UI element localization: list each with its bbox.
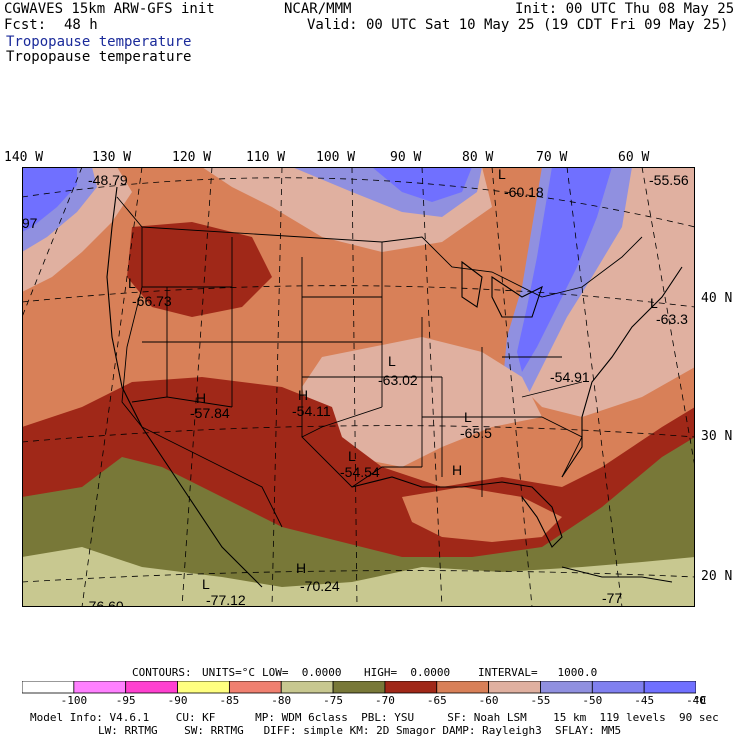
model-info-line-1: Model Info: V4.6.1 CU: KF MP: WDM 6class…	[30, 711, 719, 724]
lon-label-70w: 70 W	[536, 150, 568, 165]
color-scale-tick-label: -100	[60, 694, 88, 707]
field-title-colorfill: Tropopause temperature	[6, 34, 192, 50]
annotation-a22: H	[296, 560, 306, 576]
annotation-a8: L	[650, 295, 658, 311]
color-swatch	[22, 681, 75, 694]
annotation-a6: L	[128, 275, 136, 291]
contours-high: HIGH= 0.0000	[364, 666, 451, 679]
annotation-a2: L	[498, 167, 506, 182]
annotation-a23: -70.24	[300, 578, 340, 594]
annotation-a12: -54.91	[550, 369, 590, 385]
lon-label-110w: 110 W	[246, 150, 286, 165]
annotation-a1: -48.79	[88, 172, 128, 188]
color-scale-tick-label: -40	[686, 694, 706, 707]
annotation-a11: -63.02	[378, 372, 418, 388]
color-swatch	[73, 681, 127, 694]
lon-label-130w: 130 W	[92, 150, 132, 165]
color-swatch	[332, 681, 386, 694]
annotation-a21: H	[452, 462, 462, 478]
color-swatch	[540, 681, 593, 694]
color-swatch	[591, 681, 645, 694]
lat-label-20n: 20 N	[701, 569, 733, 584]
forecast-hour: 48 h	[64, 17, 98, 33]
color-swatch	[384, 681, 438, 694]
valid-time: Valid: 00 UTC Sat 10 May 25 (19 CDT Fri …	[307, 17, 729, 33]
color-scale-tick-label: -85	[219, 694, 240, 707]
lon-label-140w: 140 W	[4, 150, 44, 165]
tropopause-temperature-map: -48.79 L -60.18 -55.56 .97 L -66.73 L -6…	[22, 167, 695, 607]
color-scale-tick-label: -65	[426, 694, 447, 707]
color-scale-tick-label: -95	[115, 694, 136, 707]
lon-label-100w: 100 W	[316, 150, 356, 165]
annotation-a4: -55.56	[649, 172, 689, 188]
color-scale-tick-label: -70	[374, 694, 395, 707]
color-scale-bar	[22, 681, 696, 694]
color-swatch	[643, 681, 696, 694]
lon-label-80w: 80 W	[462, 150, 494, 165]
color-swatch	[488, 681, 541, 694]
blue-region-north	[372, 167, 472, 202]
dark-olive-region-south	[22, 437, 695, 607]
color-scale-tick-label: -90	[167, 694, 188, 707]
color-swatch	[280, 681, 334, 694]
color-scale-unit: °C	[693, 694, 707, 707]
annotation-a19: L	[348, 448, 356, 464]
annotation-a10: L	[388, 353, 396, 369]
color-swatch	[228, 681, 282, 694]
projection-grid	[22, 167, 695, 607]
dark-red-region-northwest	[127, 222, 272, 317]
color-scale-tick-label: -80	[271, 694, 292, 707]
annotation-a13: H	[196, 390, 206, 406]
lon-label-90w: 90 W	[390, 150, 422, 165]
annotation-a24: L	[202, 576, 210, 592]
map-frame	[22, 167, 695, 607]
annotation-a20: -54.54	[340, 464, 380, 480]
annotation-a7: -66.73	[132, 293, 172, 309]
annotation-a5: .97	[22, 215, 38, 231]
contours-interval: INTERVAL= 1000.0	[478, 666, 598, 679]
contours-label: CONTOURS:	[132, 666, 192, 679]
annotation-a9: -63.3	[656, 311, 688, 327]
lon-label-60w: 60 W	[618, 150, 650, 165]
annotation-a25: -77.12	[206, 592, 246, 607]
model-info-line-2: LW: RRTMG SW: RRTMG DIFF: simple KM: 2D …	[98, 724, 622, 737]
init-time: Init: 00 UTC Thu 08 May 25	[515, 1, 735, 17]
contours-units: UNITS=°C	[202, 666, 255, 679]
annotation-a26: -76.60	[84, 598, 124, 607]
light-olive-region-south	[22, 547, 695, 607]
political-boundaries	[116, 196, 643, 528]
color-scale-tick-label: -45	[634, 694, 655, 707]
field-title-contour: Tropopause temperature	[6, 49, 192, 65]
forecast-label: Fcst:	[4, 17, 47, 33]
contours-low: LOW= 0.0000	[262, 666, 342, 679]
blue-tongue-northeast	[517, 167, 612, 372]
color-swatch	[436, 681, 490, 694]
color-swatch	[125, 681, 178, 694]
coastlines	[106, 186, 683, 588]
blue-region-northwest	[22, 167, 77, 232]
lon-label-120w: 120 W	[172, 150, 212, 165]
org-label: NCAR/MMM	[284, 1, 352, 17]
annotation-a27: -77	[602, 590, 622, 606]
color-scale-tick-label: -60	[478, 694, 499, 707]
annotation-a14: -57.84	[190, 405, 230, 421]
annotation-a17: L	[464, 409, 472, 425]
annotation-a16: -54.11	[292, 403, 331, 419]
annotation-a18: -65.5	[460, 425, 492, 441]
annotation-a15: H	[298, 387, 308, 403]
lat-label-40n: 40 N	[701, 291, 733, 306]
color-scale-tick-label: -50	[582, 694, 603, 707]
color-scale-tick-label: -75	[323, 694, 343, 707]
lat-label-30n: 30 N	[701, 429, 733, 444]
color-swatch	[177, 681, 230, 694]
model-title: CGWAVES 15km ARW-GFS init	[4, 1, 215, 17]
color-scale-tick-label: -55	[530, 694, 551, 707]
annotation-a3: -60.18	[504, 184, 544, 200]
contour-annotations: -48.79 L -60.18 -55.56 .97 L -66.73 L -6…	[22, 167, 689, 607]
